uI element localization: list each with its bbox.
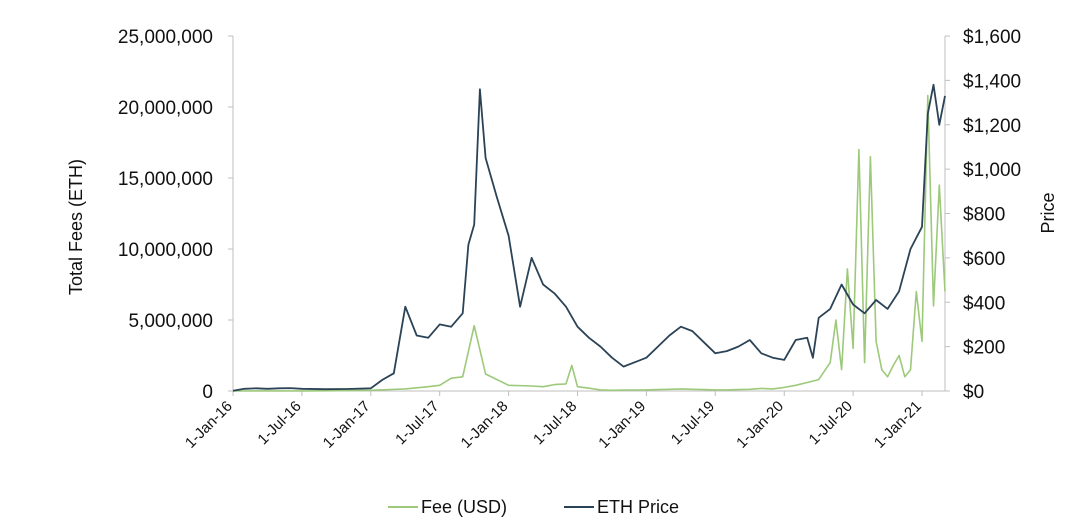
x-tick-label: 1-Jul-17: [392, 398, 442, 448]
y2-tick-label: $400: [963, 293, 1005, 314]
eth-price-line: [232, 83, 946, 392]
fee-usd-line: [232, 94, 946, 392]
y-axis-title: Total Fees (ETH): [66, 159, 86, 295]
y2-tick-label: $1,400: [963, 71, 1021, 92]
y2-axis-title: Price: [1038, 192, 1058, 233]
axes-layer: [228, 35, 950, 396]
x-tick-label: 1-Jul-16: [254, 398, 304, 448]
y2-tick-label: $200: [963, 338, 1005, 359]
legend-price-label: ETH Price: [597, 497, 679, 517]
y2-tick-label: $0: [963, 382, 984, 403]
x-tick-label: 1-Jan-17: [320, 398, 374, 452]
y-tick-label: 0: [202, 382, 213, 403]
y2-tick-label: $600: [963, 249, 1005, 270]
x-tick-label: 1-Jan-18: [458, 398, 512, 452]
legend: Fee (USD) ETH Price: [388, 497, 679, 517]
y2-tick-label: $1,000: [963, 160, 1021, 181]
price-series-layer: [232, 83, 946, 392]
x-tick-label: 1-Jan-21: [871, 398, 925, 452]
fee-series-layer: [232, 94, 946, 392]
x-tick-label: 1-Jan-20: [733, 398, 787, 452]
y-tick-label: 20,000,000: [118, 98, 213, 119]
x-tick-label: 1-Jan-16: [182, 398, 236, 452]
y-tick-label: 25,000,000: [118, 27, 213, 48]
y-tick-label: 15,000,000: [118, 169, 213, 190]
x-tick-label: 1-Jul-19: [668, 398, 718, 448]
y2-tick-label: $1,600: [963, 27, 1021, 48]
x-tick-label: 1-Jul-20: [806, 398, 856, 448]
y2-tick-label: $800: [963, 205, 1005, 226]
y-tick-label: 10,000,000: [118, 240, 213, 261]
y-tick-label: 5,000,000: [128, 311, 213, 332]
legend-fee-label: Fee (USD): [421, 497, 507, 517]
x-tick-label: 1-Jan-19: [595, 398, 649, 452]
x-tick-label: 1-Jul-18: [530, 398, 580, 448]
y2-tick-label: $1,200: [963, 116, 1021, 137]
